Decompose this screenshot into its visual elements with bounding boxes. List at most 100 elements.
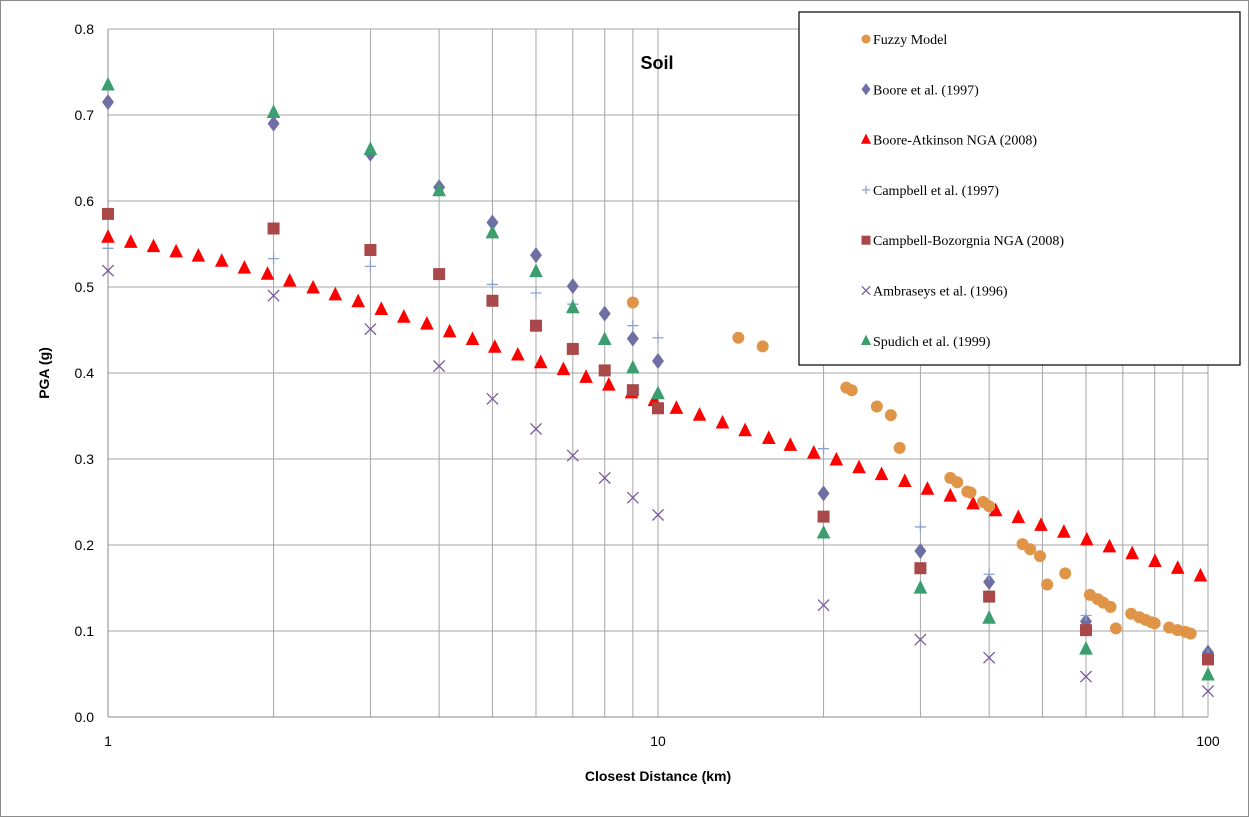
- data-point: [966, 495, 980, 510]
- legend-label: Boore et al. (1997): [873, 83, 979, 98]
- x-tick-label: 1: [104, 733, 112, 749]
- legend-item-fuzzy-model: Fuzzy Model: [861, 33, 947, 48]
- legend-item-boore-et-al-1997: Boore et al. (1997): [861, 83, 979, 98]
- y-tick-label: 0.0: [75, 709, 95, 725]
- data-point: [1034, 550, 1047, 563]
- data-point: [1193, 567, 1208, 582]
- data-point: [756, 340, 769, 353]
- legend-marker: [861, 235, 871, 245]
- data-point: [626, 491, 639, 504]
- data-point: [652, 402, 664, 415]
- data-point: [1170, 560, 1185, 574]
- data-point: [783, 437, 798, 451]
- data-point: [914, 633, 927, 646]
- data-point: [510, 346, 525, 361]
- data-point: [626, 330, 639, 347]
- data-point: [651, 385, 665, 400]
- data-point: [870, 400, 883, 413]
- data-point: [852, 459, 866, 474]
- data-point: [266, 104, 281, 119]
- data-point: [897, 473, 912, 487]
- series-spudich-et-al-1999: [101, 76, 1215, 681]
- x-tick-labels: 1 10 100: [104, 733, 1220, 749]
- legend-label: Boore-Atkinson NGA (2008): [873, 134, 1037, 149]
- data-point: [1201, 685, 1215, 698]
- data-point: [598, 305, 611, 322]
- legend-marker: [861, 34, 871, 44]
- data-point: [669, 400, 684, 414]
- data-point: [442, 323, 457, 338]
- data-point: [267, 289, 280, 302]
- data-point: [914, 543, 927, 560]
- data-point: [816, 524, 831, 539]
- data-point: [1109, 622, 1122, 635]
- y-tick-label: 0.8: [75, 21, 95, 37]
- chart-title: Soil: [640, 53, 673, 73]
- data-point: [102, 242, 114, 254]
- data-point: [626, 296, 639, 309]
- data-point: [267, 253, 280, 265]
- data-point: [282, 272, 297, 287]
- data-point: [1034, 517, 1048, 531]
- data-point: [1041, 578, 1054, 591]
- legend-item-boore-atkinson-nga-2008: Boore-Atkinson NGA (2008): [860, 133, 1037, 149]
- data-point: [1148, 617, 1161, 630]
- data-point: [983, 568, 995, 580]
- data-point: [214, 253, 229, 267]
- data-point: [530, 287, 542, 299]
- data-point: [306, 279, 320, 294]
- y-tick-labels: 0.0 0.1 0.2 0.3 0.4 0.5 0.6 0.7 0.8: [75, 21, 95, 725]
- data-point: [651, 508, 665, 521]
- x-tick-label: 10: [650, 733, 666, 749]
- data-point: [486, 214, 499, 231]
- y-tick-label: 0.4: [75, 365, 95, 381]
- data-point: [1057, 524, 1071, 538]
- data-point: [983, 590, 996, 603]
- data-point: [845, 384, 858, 397]
- data-point: [102, 94, 114, 111]
- data-point: [1148, 553, 1162, 567]
- legend-label: Campbell-Bozorgnia NGA (2008): [873, 234, 1064, 249]
- data-point: [1202, 653, 1214, 666]
- legend-marker: [861, 285, 871, 296]
- data-point: [988, 502, 1003, 517]
- legend-label: Fuzzy Model: [873, 33, 947, 48]
- data-point: [363, 141, 378, 155]
- data-point: [237, 260, 252, 274]
- data-point: [556, 361, 571, 376]
- data-point: [529, 247, 542, 264]
- data-point: [982, 610, 996, 624]
- data-point: [420, 315, 434, 330]
- data-point: [432, 182, 446, 197]
- data-point: [893, 441, 906, 454]
- data-series: [101, 76, 1215, 698]
- data-point: [943, 487, 958, 502]
- data-point: [260, 266, 275, 280]
- data-point: [951, 476, 964, 489]
- data-point: [1079, 670, 1093, 683]
- data-point: [486, 278, 499, 291]
- legend-box: [798, 11, 1241, 366]
- data-point: [913, 580, 928, 594]
- data-point: [884, 409, 897, 422]
- legend-item-spudich-et-al-1999: Spudich et al. (1999): [860, 334, 991, 350]
- data-point: [485, 224, 500, 239]
- series-fuzzy-model: [626, 296, 1197, 640]
- data-point: [817, 485, 830, 502]
- data-point: [488, 339, 502, 353]
- data-point: [761, 430, 776, 444]
- data-point: [1102, 538, 1117, 553]
- data-point: [529, 319, 542, 332]
- data-point: [1080, 609, 1092, 622]
- data-point: [566, 278, 579, 295]
- data-point: [267, 222, 280, 235]
- data-point: [1079, 531, 1094, 546]
- data-point: [627, 320, 639, 332]
- x-axis-title: Closest Distance (km): [585, 768, 731, 784]
- data-point: [529, 422, 543, 435]
- data-point: [1079, 641, 1093, 655]
- data-point: [874, 466, 889, 481]
- data-point: [579, 369, 593, 383]
- data-point: [191, 248, 206, 262]
